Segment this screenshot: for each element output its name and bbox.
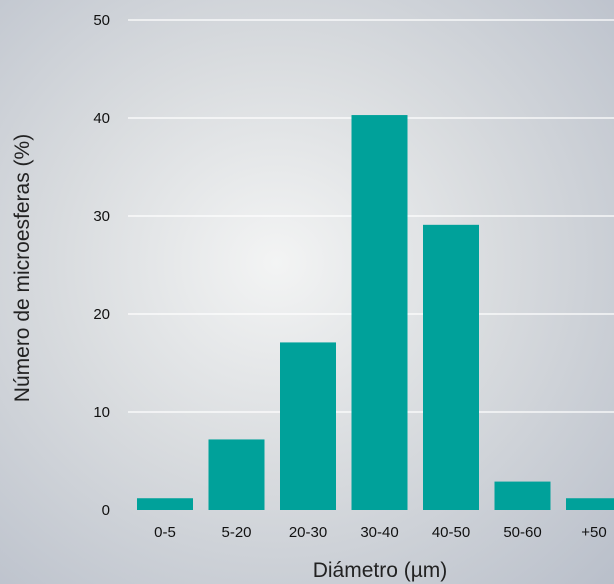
- bar-5-20: [208, 439, 265, 510]
- y-axis-ticks: 0 10 20 30 40 50: [93, 12, 110, 519]
- x-tick-label: +50: [581, 524, 606, 541]
- y-tick-label: 50: [93, 12, 110, 29]
- y-axis-title: Número de microesferas (%): [11, 134, 34, 402]
- y-tick-label: 30: [93, 208, 110, 225]
- x-axis-title: Diámetro (µm): [313, 559, 448, 582]
- x-tick-label: 5-20: [221, 524, 251, 541]
- x-tick-label: 40-50: [432, 524, 470, 541]
- bar-0-5: [137, 498, 193, 510]
- x-tick-label: 0-5: [154, 524, 176, 541]
- y-tick-label: 0: [102, 502, 110, 519]
- bar-30-40: [351, 115, 408, 510]
- y-tick-label: 40: [93, 110, 110, 127]
- bars: [137, 115, 614, 510]
- x-tick-label: 30-40: [360, 524, 398, 541]
- bar-20-30: [280, 342, 336, 510]
- bar-+50: [566, 498, 614, 510]
- bar-50-60: [494, 481, 551, 510]
- bar-40-50: [423, 224, 479, 510]
- y-tick-label: 10: [93, 404, 110, 421]
- x-tick-label: 50-60: [503, 524, 541, 541]
- y-tick-label: 20: [93, 306, 110, 323]
- x-tick-label: 20-30: [289, 524, 327, 541]
- x-axis-ticks: 0-5 5-20 20-30 30-40 40-50 50-60 +50: [154, 524, 607, 541]
